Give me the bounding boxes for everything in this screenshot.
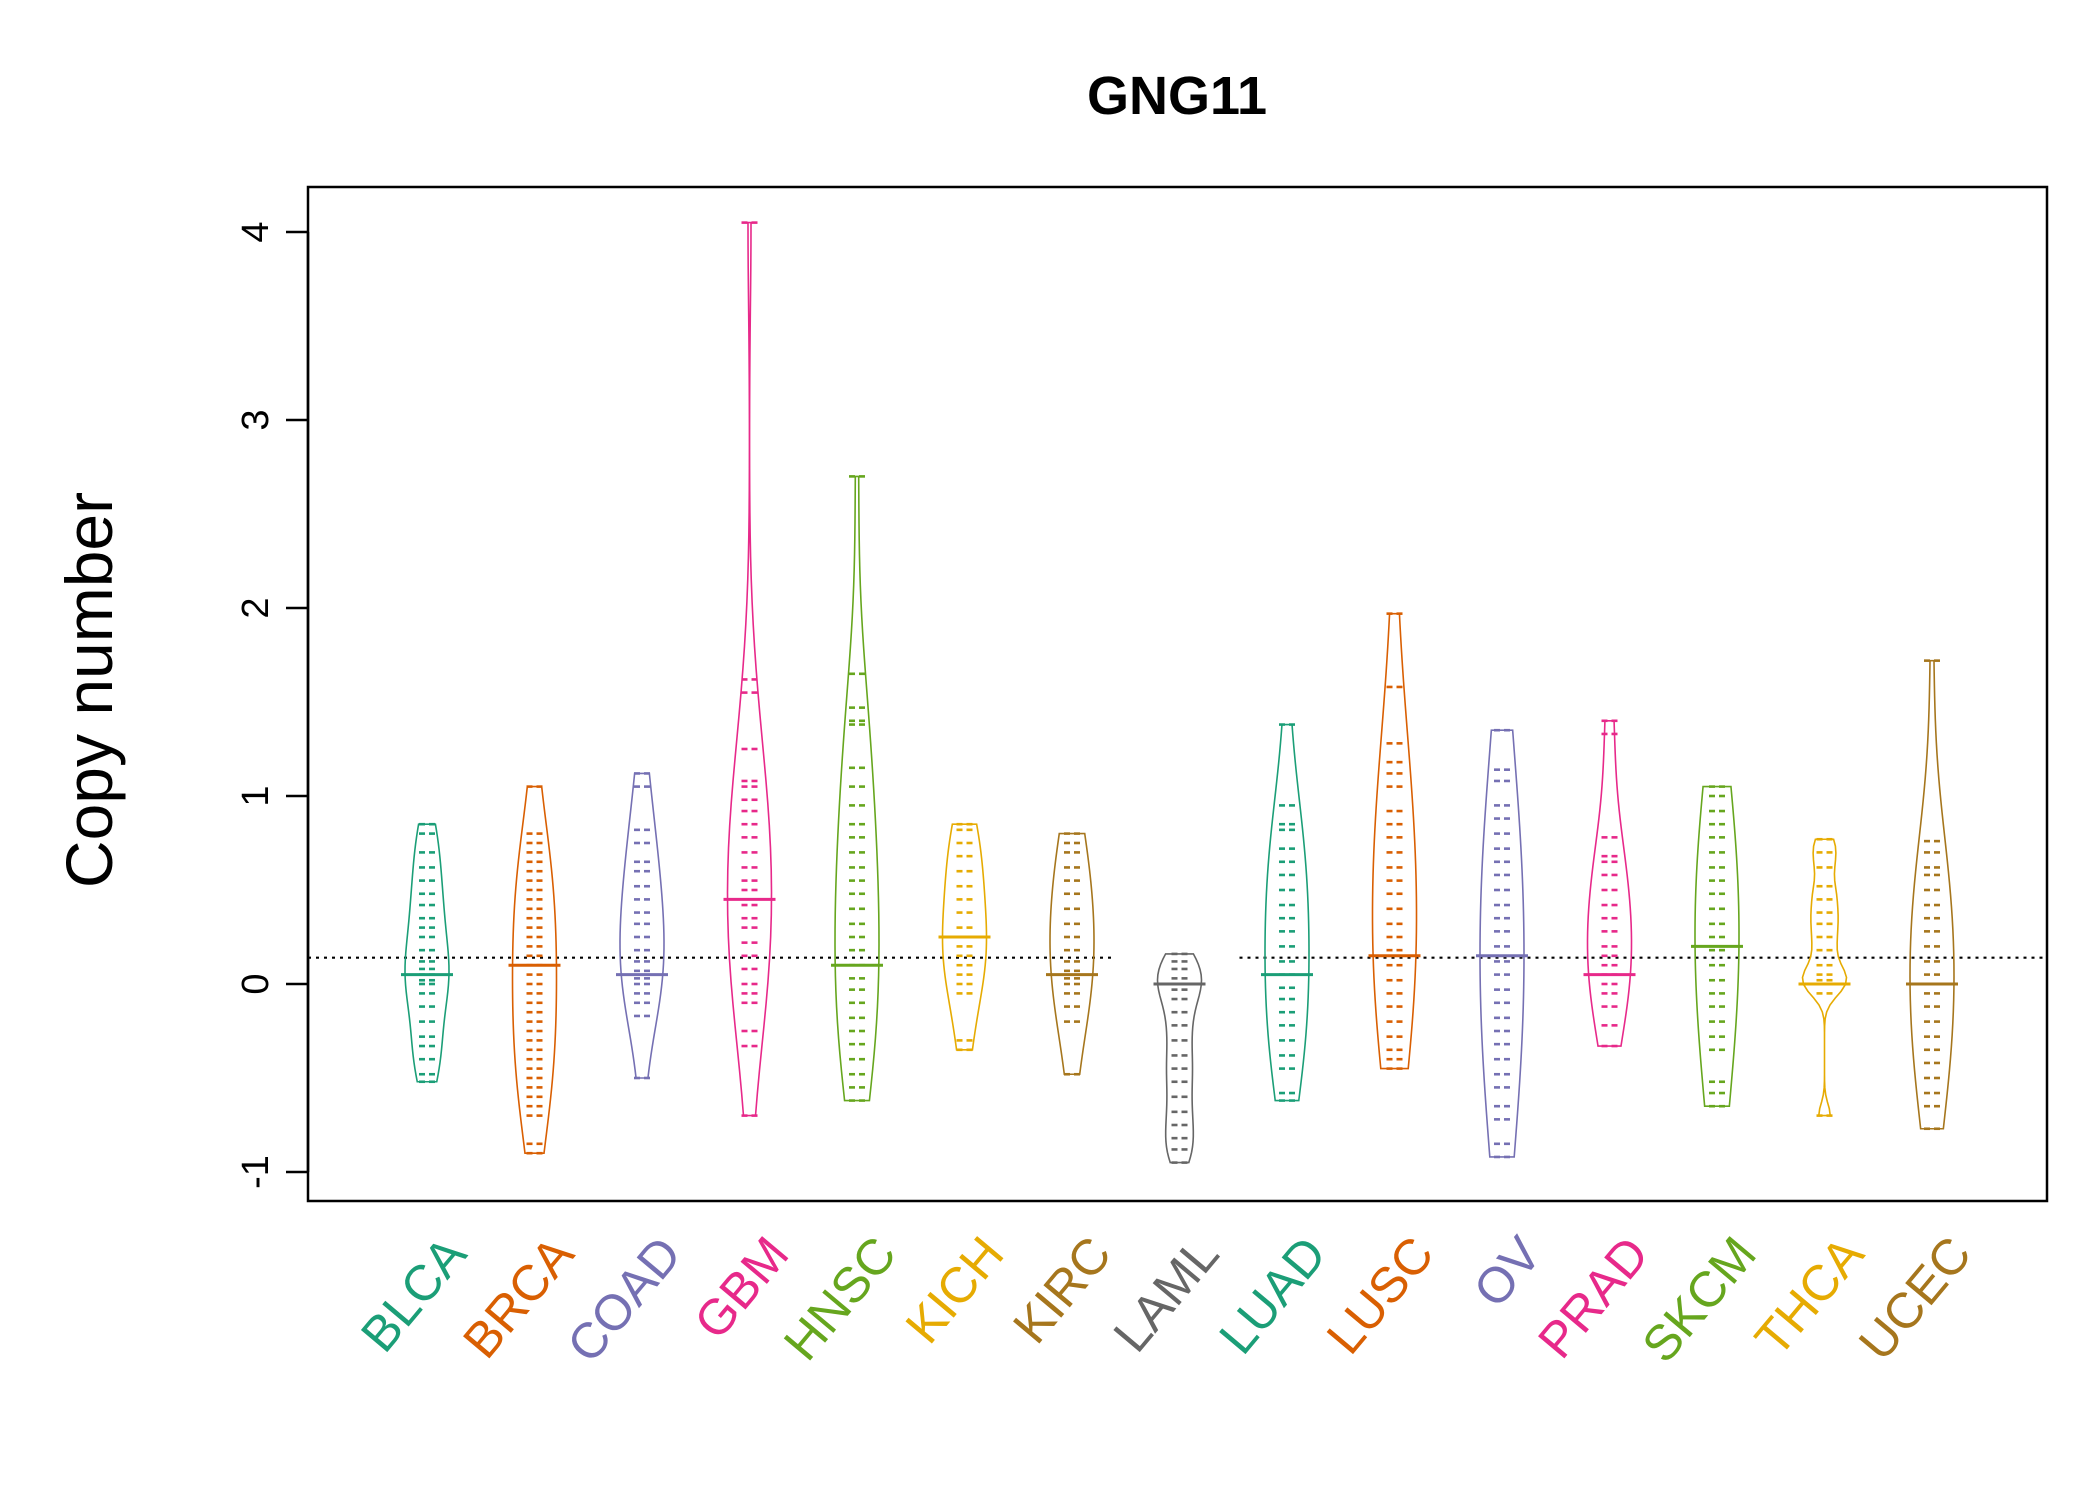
x-tick-label-ov: OV xyxy=(1463,1226,1553,1318)
x-tick-label-brca: BRCA xyxy=(452,1226,585,1369)
x-tick-label-skcm: SKCM xyxy=(1631,1226,1767,1373)
x-tick-label-blca: BLCA xyxy=(350,1226,477,1363)
x-tick-label-coad: COAD xyxy=(556,1226,692,1373)
bean-density-outline xyxy=(1479,729,1525,1158)
y-axis-label: Copy number xyxy=(52,492,126,888)
x-tick-label-kirc: KIRC xyxy=(1002,1226,1122,1354)
bean-lusc xyxy=(1368,612,1421,1070)
bean-laml xyxy=(1153,952,1206,1164)
plot-area-frame xyxy=(306,185,2049,1203)
y-tick-label: 2 xyxy=(235,597,277,618)
bean-density-outline xyxy=(941,823,988,1051)
y-axis: -1 0 1 2 3 4 xyxy=(235,221,310,1189)
bean-density-outline xyxy=(1801,838,1848,1117)
y-tick-label: -1 xyxy=(235,1155,277,1189)
y-tick-label: 1 xyxy=(235,785,277,806)
x-tick-label-lusc: LUSC xyxy=(1316,1226,1445,1364)
bean-luad xyxy=(1261,723,1313,1102)
bean-gbm xyxy=(723,221,776,1117)
bean-kirc xyxy=(1046,832,1098,1076)
bean-density-outline xyxy=(619,772,665,1079)
bean-density-outline xyxy=(1156,953,1203,1164)
bean-density-outline xyxy=(404,823,450,1083)
bean-density-outline xyxy=(1264,723,1310,1102)
x-tick-label-hnsc: HNSC xyxy=(773,1226,907,1371)
bean-density-outline xyxy=(511,785,558,1154)
bean-series xyxy=(401,221,1958,1164)
bean-density-outline xyxy=(726,221,773,1117)
bean-density-outline xyxy=(1694,785,1740,1107)
x-tick-label-luad: LUAD xyxy=(1208,1226,1337,1364)
bean-density-outline xyxy=(1371,612,1418,1070)
x-tick-label-thca: THCA xyxy=(1744,1226,1875,1367)
bean-thca xyxy=(1798,837,1851,1117)
y-tick-label: 0 xyxy=(235,973,277,994)
bean-coad xyxy=(616,772,668,1080)
y-tick-label: 3 xyxy=(235,409,277,430)
bean-brca xyxy=(508,785,561,1155)
x-tick-label-kich: KICH xyxy=(895,1226,1015,1354)
x-tick-label-laml: LAML xyxy=(1103,1226,1230,1362)
bean-kich xyxy=(938,822,991,1052)
bean-blca xyxy=(401,822,453,1084)
bean-density-outline xyxy=(834,475,880,1102)
bean-density-outline xyxy=(1586,719,1633,1047)
chart-title: GNG11 xyxy=(1087,66,1267,126)
bean-hnsc xyxy=(831,475,883,1102)
bean-density-outline xyxy=(1909,659,1955,1130)
y-tick-label: 4 xyxy=(235,221,277,242)
x-tick-label-ucec: UCEC xyxy=(1848,1226,1982,1371)
bean-ov xyxy=(1476,728,1528,1159)
bean-prad xyxy=(1583,719,1636,1048)
bean-skcm xyxy=(1691,785,1743,1108)
bean-density-outline xyxy=(1049,832,1095,1076)
bean-ucec xyxy=(1906,659,1958,1131)
x-tick-label-prad: PRAD xyxy=(1527,1226,1659,1368)
